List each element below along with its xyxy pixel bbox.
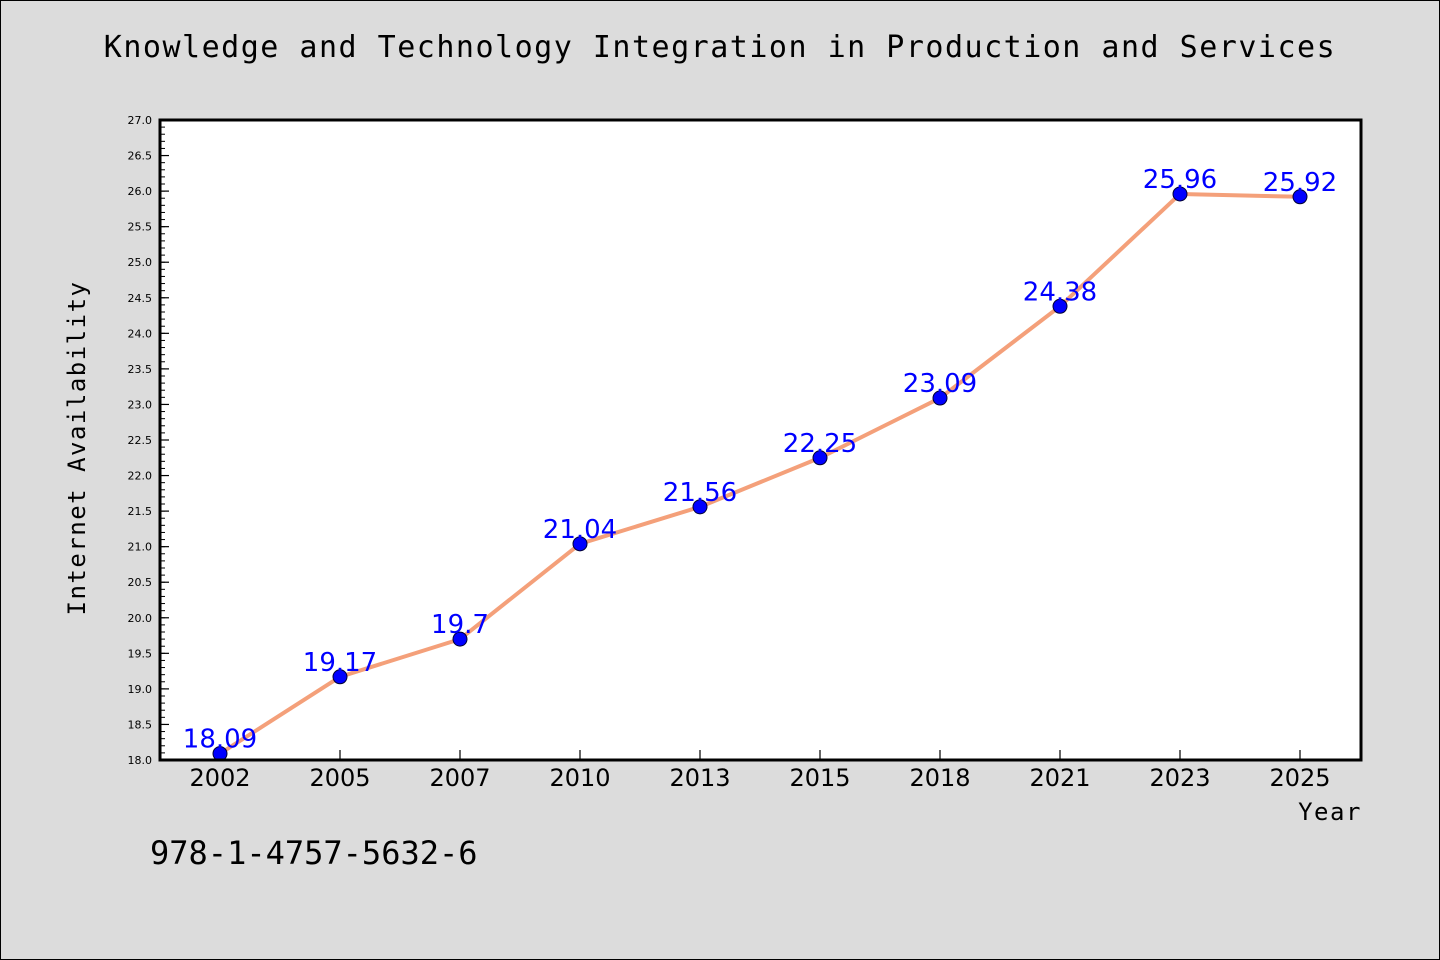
x-tick-label: 2015 — [789, 764, 850, 792]
data-point — [572, 536, 588, 552]
x-axis-label: Year — [1298, 798, 1362, 826]
y-tick-label: 22.0 — [128, 470, 153, 483]
data-point — [1052, 298, 1068, 314]
x-tick-label: 2010 — [549, 764, 610, 792]
x-tick-label: 2021 — [1029, 764, 1090, 792]
y-tick-label: 21.0 — [128, 541, 153, 554]
y-tick-label: 20.5 — [128, 576, 153, 589]
y-axis-ticks: 18.0 18.5 19.0 19.5 20.0 20.5 21.0 21.5 22.0 22.5… — [128, 114, 169, 767]
y-tick-label: 25.0 — [128, 256, 153, 269]
data-label: 21.56 — [663, 478, 737, 508]
data-label: 22.25 — [783, 429, 857, 459]
y-tick-label: 24.5 — [128, 292, 153, 305]
y-tick-label: 23.5 — [128, 363, 153, 376]
data-point — [1172, 186, 1188, 202]
data-label: 19.17 — [303, 648, 377, 678]
y-tick-label: 26.5 — [128, 150, 153, 163]
data-labels: 18.09 19.17 19.7 21.04 21.56 22.25 23.09 24.38 2… — [183, 165, 1337, 755]
y-tick-label: 18.0 — [128, 754, 153, 767]
y-tick-label: 27.0 — [128, 114, 153, 127]
plot-area — [160, 120, 1361, 760]
x-tick-label: 2002 — [189, 764, 250, 792]
x-tick-label: 2013 — [669, 764, 730, 792]
y-tick-label: 21.5 — [128, 505, 153, 518]
data-point — [1292, 189, 1308, 205]
y-tick-label: 18.5 — [128, 718, 153, 731]
y-tick-label: 19.5 — [128, 647, 153, 660]
y-tick-label: 23.0 — [128, 398, 153, 411]
data-label: 25.96 — [1143, 165, 1217, 195]
x-tick-label: 2023 — [1149, 764, 1210, 792]
x-axis-ticks: 2002 2005 2007 2010 2013 2015 2018 2021 2023 2025 — [189, 750, 1331, 792]
y-tick-label: 20.0 — [128, 612, 153, 625]
isbn-text: 978-1-4757-5632-6 — [150, 834, 478, 872]
chart-title: Knowledge and Technology Integration in … — [103, 30, 1337, 65]
y-tick-label: 19.0 — [128, 683, 153, 696]
data-point — [812, 450, 828, 466]
data-label: 19.7 — [431, 610, 489, 640]
data-label: 24.38 — [1023, 277, 1097, 307]
data-label: 25.92 — [1263, 168, 1337, 198]
plot-border — [158, 118, 1363, 762]
data-markers — [212, 186, 1308, 762]
data-point — [692, 499, 708, 515]
data-label: 21.04 — [543, 515, 617, 545]
series-line — [218, 191, 1301, 756]
x-tick-label: 2025 — [1269, 764, 1330, 792]
x-tick-label: 2007 — [429, 764, 490, 792]
data-label: 18.09 — [183, 725, 257, 755]
y-tick-label: 22.5 — [128, 434, 153, 447]
y-axis-label: Internet Availability — [63, 281, 91, 616]
data-point — [932, 390, 948, 406]
y-tick-label: 24.0 — [128, 327, 153, 340]
data-point — [332, 669, 348, 685]
data-point — [452, 631, 468, 647]
data-label: 23.09 — [903, 369, 977, 399]
x-tick-label: 2018 — [909, 764, 970, 792]
y-tick-label: 26.0 — [128, 185, 153, 198]
x-tick-label: 2005 — [309, 764, 370, 792]
y-tick-label: 25.5 — [128, 221, 153, 234]
